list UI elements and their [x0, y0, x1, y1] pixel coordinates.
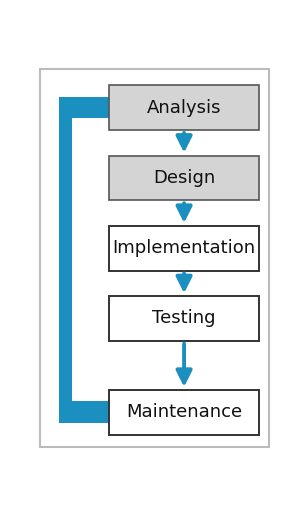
FancyBboxPatch shape: [109, 296, 259, 341]
Bar: [71, 97, 109, 119]
FancyBboxPatch shape: [109, 85, 259, 130]
FancyBboxPatch shape: [109, 226, 259, 271]
Bar: [59, 402, 71, 423]
Bar: [59, 97, 71, 119]
Text: Analysis: Analysis: [147, 99, 221, 117]
Bar: [59, 402, 109, 423]
Bar: [59, 107, 71, 412]
Text: Testing: Testing: [152, 309, 216, 328]
Text: Implementation: Implementation: [112, 239, 256, 257]
Text: Design: Design: [153, 169, 215, 187]
Text: Maintenance: Maintenance: [126, 403, 242, 421]
FancyBboxPatch shape: [109, 390, 259, 434]
FancyBboxPatch shape: [109, 156, 259, 200]
